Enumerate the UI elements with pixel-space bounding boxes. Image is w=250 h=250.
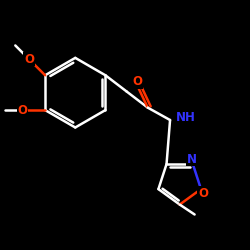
Text: O: O	[198, 187, 208, 200]
Text: O: O	[24, 52, 34, 66]
Text: O: O	[133, 76, 143, 88]
Text: O: O	[18, 104, 28, 117]
Text: N: N	[186, 152, 196, 166]
Text: NH: NH	[176, 111, 196, 124]
